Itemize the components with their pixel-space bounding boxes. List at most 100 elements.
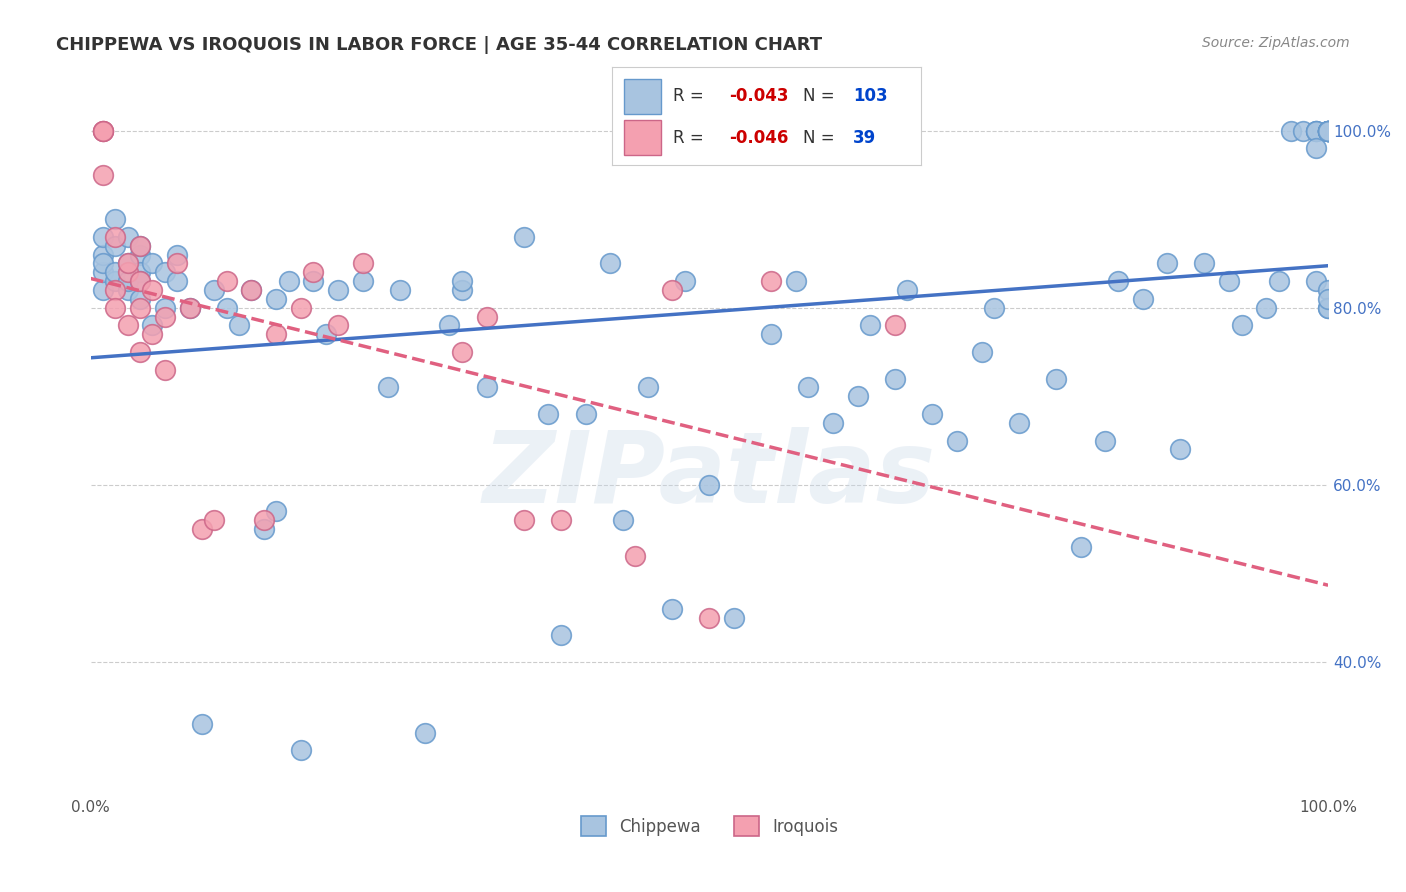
Iroquois bbox=[153, 362, 176, 376]
Chippewa bbox=[202, 283, 225, 297]
Chippewa bbox=[240, 283, 263, 297]
Chippewa bbox=[599, 256, 621, 270]
Iroquois bbox=[104, 283, 127, 297]
Chippewa bbox=[104, 212, 127, 227]
Iroquois bbox=[761, 274, 783, 288]
Chippewa bbox=[1305, 123, 1327, 137]
Chippewa bbox=[191, 717, 214, 731]
Chippewa bbox=[1317, 123, 1340, 137]
Iroquois bbox=[141, 327, 163, 342]
Chippewa bbox=[1317, 301, 1340, 315]
Chippewa bbox=[1008, 416, 1031, 430]
Chippewa bbox=[1317, 123, 1340, 137]
Iroquois bbox=[166, 256, 188, 270]
Chippewa bbox=[1256, 301, 1278, 315]
Chippewa bbox=[1317, 123, 1340, 137]
Chippewa bbox=[1317, 123, 1340, 137]
Iroquois bbox=[117, 256, 139, 270]
Iroquois bbox=[451, 345, 474, 359]
Text: Source: ZipAtlas.com: Source: ZipAtlas.com bbox=[1202, 36, 1350, 50]
Chippewa bbox=[946, 434, 969, 448]
Chippewa bbox=[859, 318, 882, 333]
Iroquois bbox=[91, 123, 114, 137]
Chippewa bbox=[141, 318, 163, 333]
Chippewa bbox=[352, 274, 374, 288]
Chippewa bbox=[91, 230, 114, 244]
Chippewa bbox=[970, 345, 993, 359]
Chippewa bbox=[1317, 123, 1340, 137]
Chippewa bbox=[1305, 274, 1327, 288]
Iroquois bbox=[91, 168, 114, 182]
Chippewa bbox=[153, 301, 176, 315]
Text: R =: R = bbox=[673, 128, 710, 146]
Chippewa bbox=[166, 274, 188, 288]
Iroquois bbox=[91, 123, 114, 137]
Iroquois bbox=[117, 318, 139, 333]
Chippewa bbox=[104, 274, 127, 288]
Chippewa bbox=[253, 522, 276, 536]
Chippewa bbox=[141, 256, 163, 270]
Chippewa bbox=[550, 628, 572, 642]
Chippewa bbox=[104, 238, 127, 252]
Chippewa bbox=[1267, 274, 1289, 288]
Chippewa bbox=[302, 274, 325, 288]
Chippewa bbox=[91, 256, 114, 270]
Text: N =: N = bbox=[803, 87, 841, 105]
Chippewa bbox=[439, 318, 461, 333]
Chippewa bbox=[388, 283, 411, 297]
Bar bbox=[624, 120, 661, 155]
Chippewa bbox=[277, 274, 299, 288]
Chippewa bbox=[129, 274, 152, 288]
Chippewa bbox=[1317, 123, 1340, 137]
Chippewa bbox=[290, 743, 312, 757]
Chippewa bbox=[797, 380, 820, 394]
Iroquois bbox=[117, 265, 139, 279]
Text: 103: 103 bbox=[853, 87, 887, 105]
Chippewa bbox=[1156, 256, 1178, 270]
Chippewa bbox=[215, 301, 238, 315]
Chippewa bbox=[129, 292, 152, 306]
Iroquois bbox=[202, 513, 225, 527]
Chippewa bbox=[91, 265, 114, 279]
Chippewa bbox=[475, 380, 498, 394]
Text: 39: 39 bbox=[853, 128, 876, 146]
Iroquois bbox=[104, 301, 127, 315]
Chippewa bbox=[761, 327, 783, 342]
Chippewa bbox=[1317, 301, 1340, 315]
Chippewa bbox=[377, 380, 399, 394]
Chippewa bbox=[846, 389, 869, 403]
Iroquois bbox=[326, 318, 349, 333]
Chippewa bbox=[1094, 434, 1116, 448]
Chippewa bbox=[1230, 318, 1253, 333]
Chippewa bbox=[117, 283, 139, 297]
Iroquois bbox=[191, 522, 214, 536]
Chippewa bbox=[823, 416, 845, 430]
Bar bbox=[624, 78, 661, 114]
Iroquois bbox=[624, 549, 647, 563]
Chippewa bbox=[1168, 442, 1191, 457]
Chippewa bbox=[129, 265, 152, 279]
Chippewa bbox=[896, 283, 918, 297]
Chippewa bbox=[1317, 123, 1340, 137]
Chippewa bbox=[983, 301, 1005, 315]
Chippewa bbox=[575, 407, 598, 421]
Iroquois bbox=[91, 123, 114, 137]
Chippewa bbox=[1279, 123, 1302, 137]
Text: -0.046: -0.046 bbox=[730, 128, 789, 146]
Iroquois bbox=[179, 301, 201, 315]
Iroquois bbox=[153, 310, 176, 324]
Chippewa bbox=[1132, 292, 1154, 306]
Chippewa bbox=[1317, 123, 1340, 137]
Chippewa bbox=[1070, 540, 1092, 554]
Iroquois bbox=[661, 283, 683, 297]
Chippewa bbox=[785, 274, 807, 288]
Chippewa bbox=[228, 318, 250, 333]
Chippewa bbox=[326, 283, 349, 297]
Text: -0.043: -0.043 bbox=[730, 87, 789, 105]
Text: ZIPatlas: ZIPatlas bbox=[482, 427, 936, 524]
Chippewa bbox=[1194, 256, 1216, 270]
Iroquois bbox=[475, 310, 498, 324]
Iroquois bbox=[699, 610, 721, 624]
Chippewa bbox=[264, 292, 287, 306]
Chippewa bbox=[117, 230, 139, 244]
